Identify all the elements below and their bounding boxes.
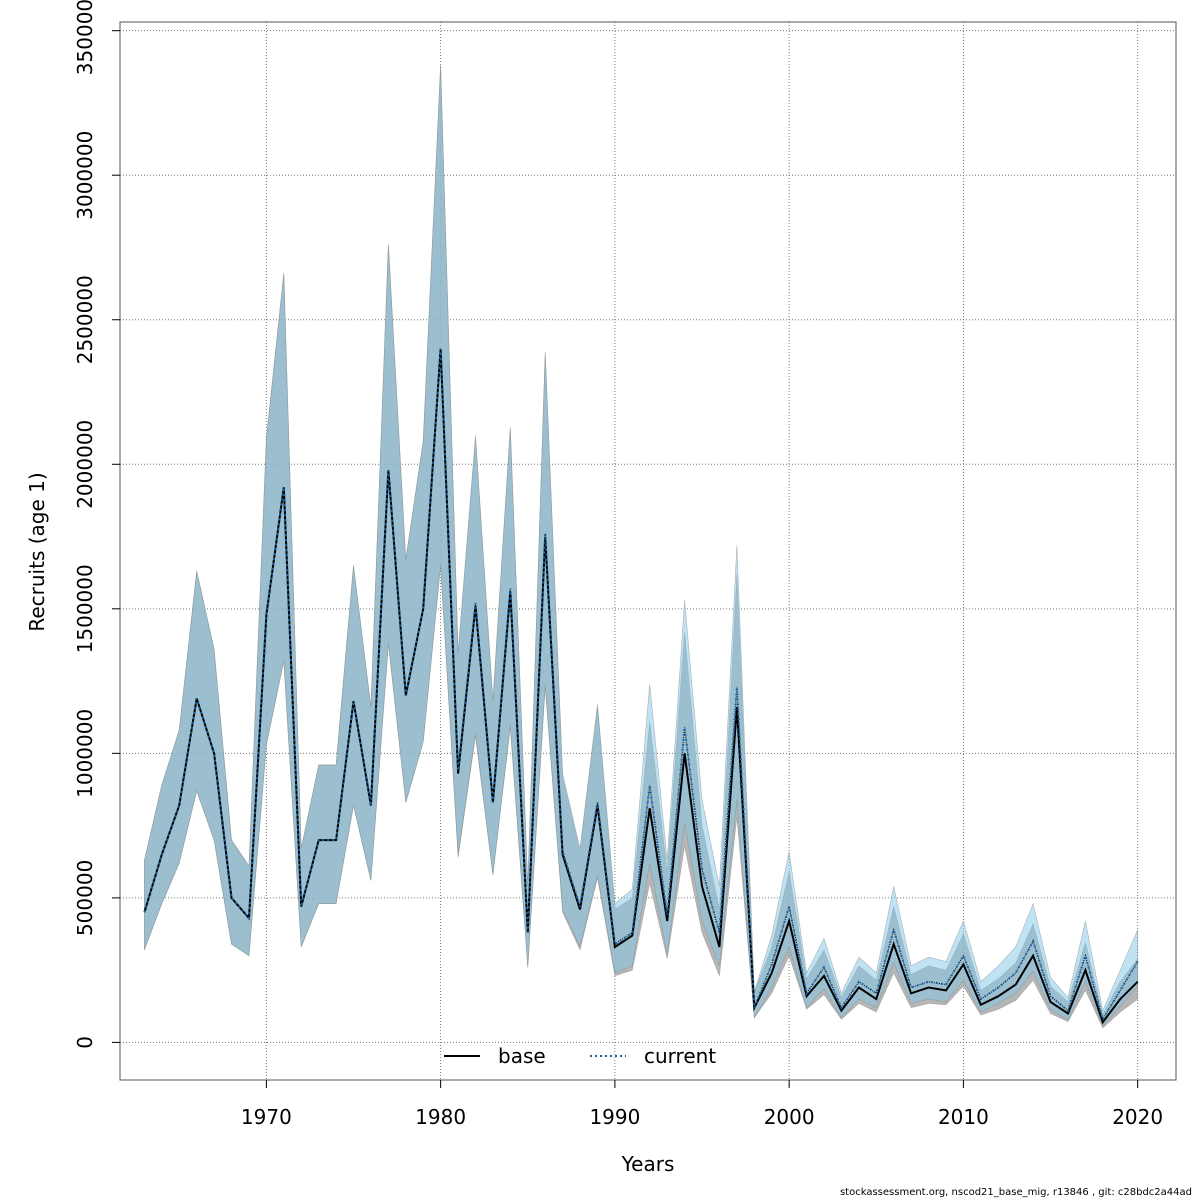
x-tick-label: 2020 — [1112, 1105, 1163, 1129]
y-tick-label: 500000 — [73, 860, 97, 936]
legend: base current — [444, 1044, 716, 1068]
grid — [120, 22, 1176, 1080]
x-tick-label: 2000 — [764, 1105, 815, 1129]
x-tick-label: 1970 — [241, 1105, 292, 1129]
y-tick-label: 3000000 — [73, 131, 97, 220]
legend-label-current: current — [644, 1044, 716, 1068]
legend-label-base: base — [498, 1044, 546, 1068]
band-current — [144, 65, 1138, 1027]
y-tick-label: 2000000 — [73, 420, 97, 509]
y-tick-label: 2500000 — [73, 275, 97, 364]
x-axis-title: Years — [621, 1152, 675, 1176]
x-tick-label: 1980 — [415, 1105, 466, 1129]
y-tick-label: 1500000 — [73, 564, 97, 653]
line-base — [143, 348, 1139, 1025]
y-tick-label: 0 — [73, 1036, 97, 1049]
y-tick-label: 3500000 — [73, 0, 97, 75]
x-tick-label: 2010 — [938, 1105, 989, 1129]
confidence-bands — [144, 65, 1138, 1029]
y-tick-label: 1000000 — [73, 709, 97, 798]
x-tick-label: 1990 — [589, 1105, 640, 1129]
y-axis-title: Recruits (age 1) — [25, 472, 49, 631]
series-lines — [143, 348, 1139, 1025]
footer-caption: stockassessment.org, nscod21_base_mig, r… — [839, 1187, 1192, 1198]
x-axis: 1970 1980 1990 2000 2010 2020 — [241, 1080, 1163, 1129]
plot-frame — [119, 21, 1177, 1081]
y-axis: 0 500000 1000000 1500000 2000000 2500000 30000… — [73, 0, 120, 1049]
